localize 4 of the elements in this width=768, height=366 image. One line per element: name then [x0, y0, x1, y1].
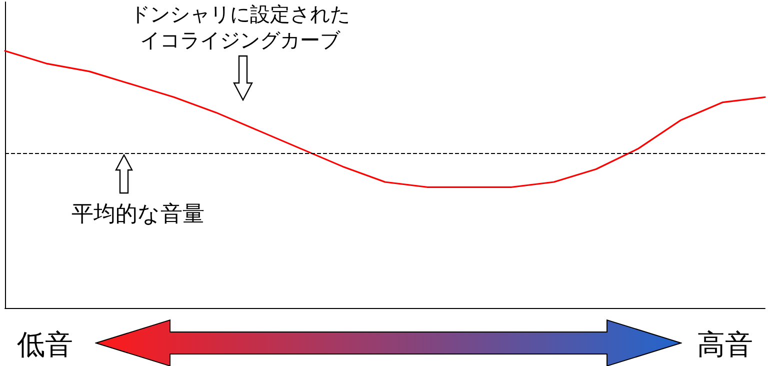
text: 高音 — [697, 328, 753, 361]
annotation: ドンシャリに設定されたイコライジングカーブ — [129, 1, 351, 53]
annotation: 平均的な音量 — [72, 201, 204, 229]
text: 低音 — [17, 328, 73, 361]
